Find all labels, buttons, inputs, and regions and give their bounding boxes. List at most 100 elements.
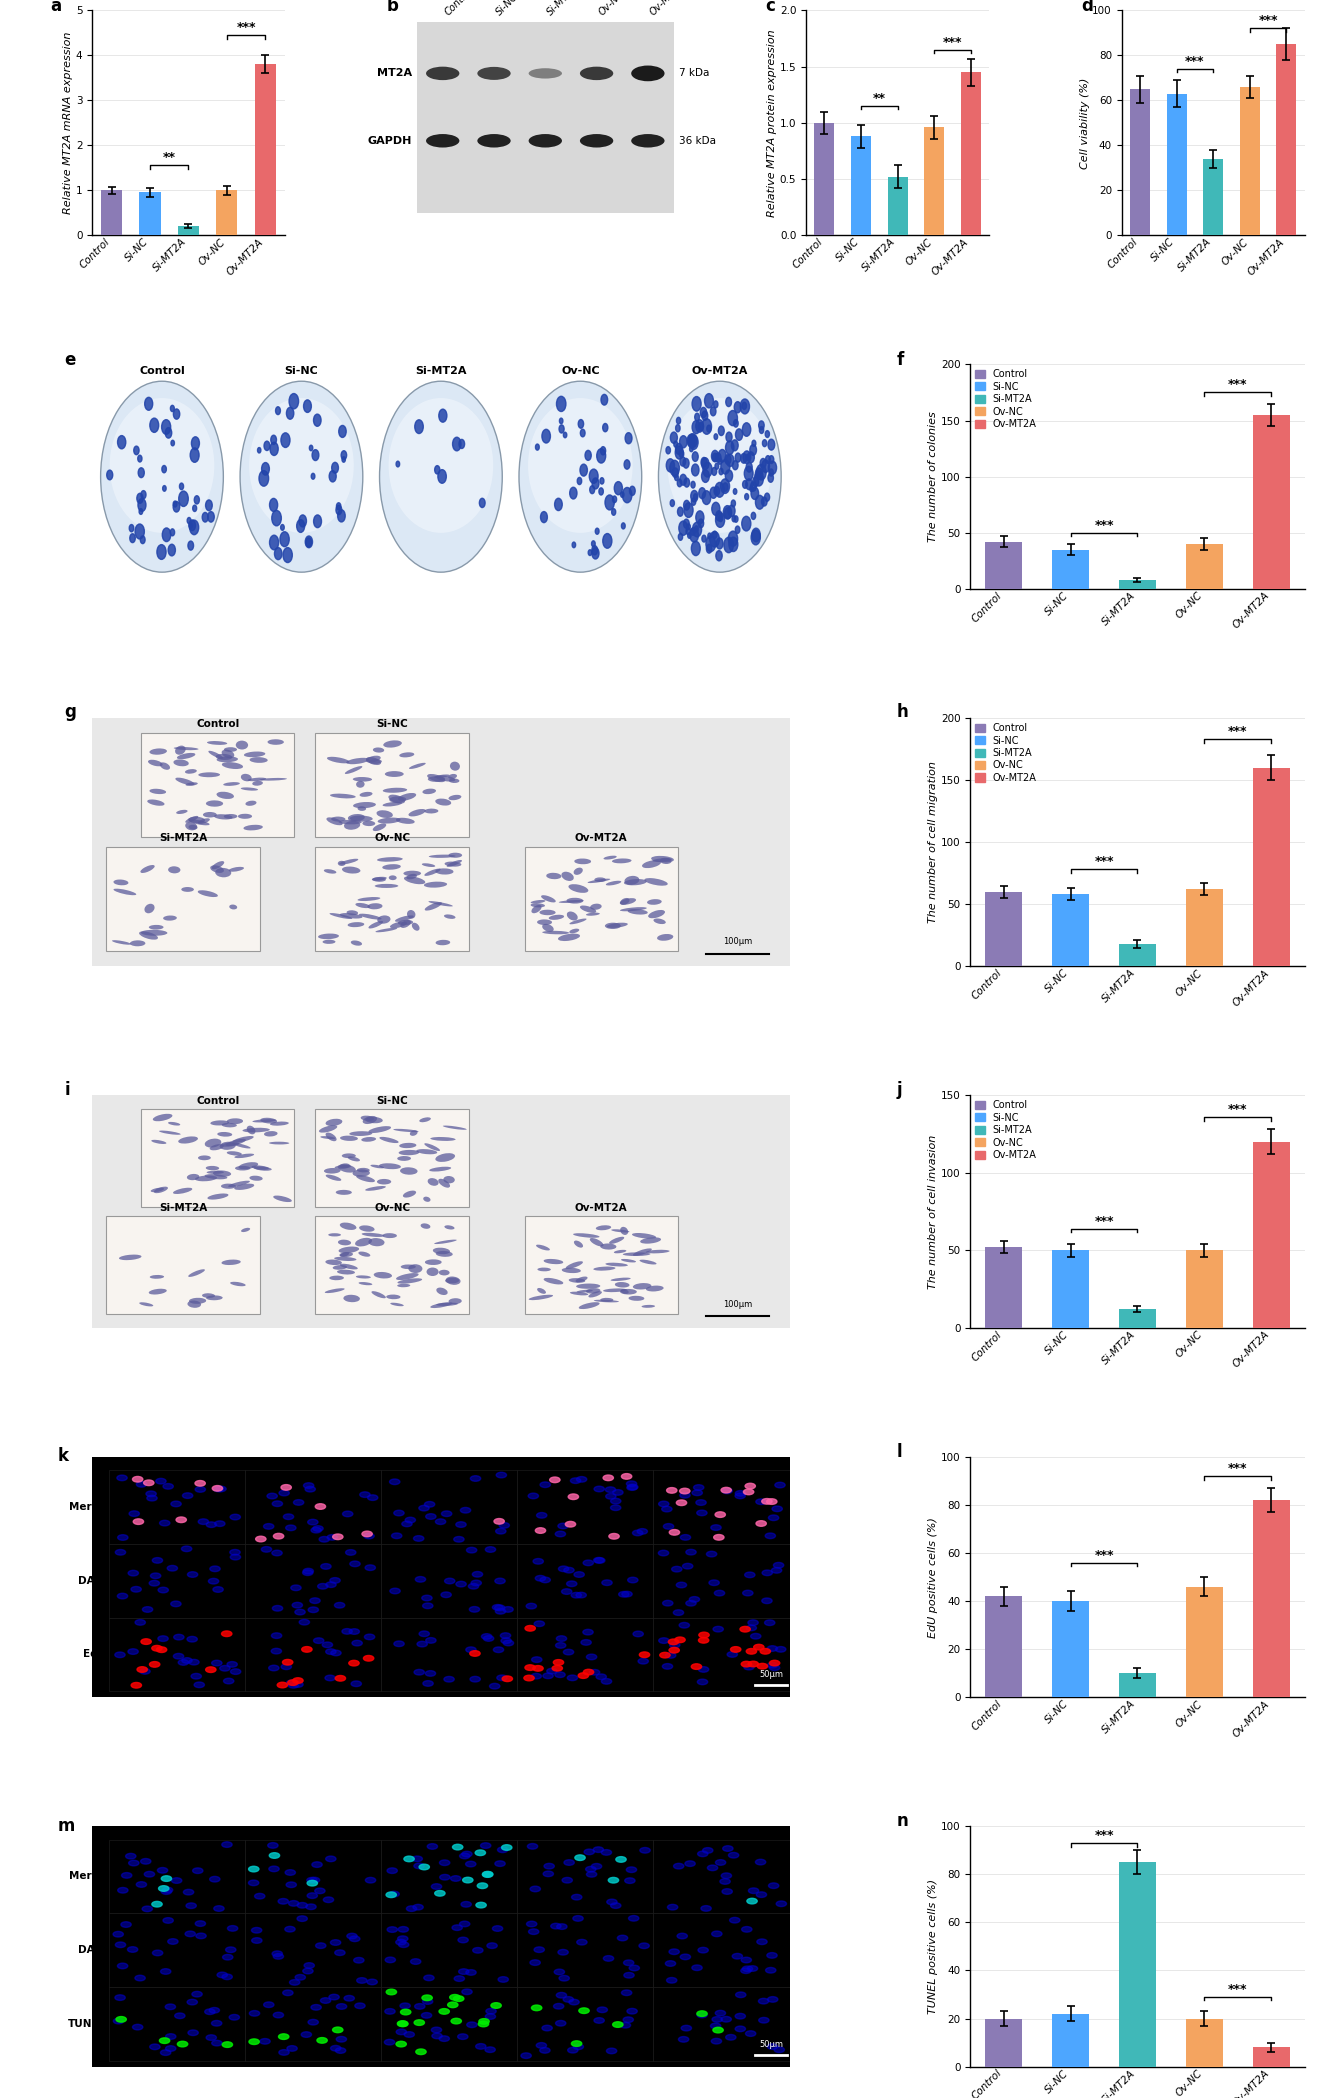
- Ellipse shape: [159, 1131, 181, 1135]
- Ellipse shape: [328, 1234, 341, 1236]
- Ellipse shape: [358, 1253, 370, 1257]
- Circle shape: [679, 520, 688, 535]
- Circle shape: [572, 2041, 581, 2046]
- Circle shape: [592, 541, 596, 548]
- Circle shape: [490, 2004, 501, 2008]
- Circle shape: [385, 1957, 395, 1962]
- Circle shape: [743, 1490, 754, 1494]
- Circle shape: [675, 1636, 685, 1643]
- Bar: [315, 1217, 469, 1313]
- Ellipse shape: [380, 1137, 398, 1143]
- Circle shape: [500, 1523, 510, 1527]
- Circle shape: [472, 1571, 482, 1578]
- Circle shape: [673, 1609, 684, 1615]
- Circle shape: [349, 1561, 360, 1567]
- Circle shape: [692, 522, 701, 537]
- Circle shape: [735, 1991, 746, 1997]
- Circle shape: [741, 1968, 751, 1974]
- Circle shape: [680, 1487, 689, 1494]
- Circle shape: [194, 1683, 204, 1687]
- Circle shape: [398, 2020, 409, 2027]
- Ellipse shape: [352, 1169, 370, 1177]
- Circle shape: [130, 1586, 141, 1592]
- Ellipse shape: [357, 1169, 370, 1173]
- Text: ***: ***: [1185, 55, 1205, 67]
- Ellipse shape: [569, 919, 587, 925]
- Circle shape: [140, 1668, 150, 1674]
- Circle shape: [627, 1485, 637, 1490]
- Ellipse shape: [378, 818, 401, 825]
- Circle shape: [402, 1521, 413, 1527]
- Circle shape: [601, 447, 606, 455]
- Circle shape: [542, 2025, 552, 2031]
- Circle shape: [455, 1976, 464, 1981]
- Circle shape: [742, 424, 751, 436]
- Circle shape: [757, 1521, 766, 1527]
- Y-axis label: The number of cell migration: The number of cell migration: [928, 762, 938, 923]
- Circle shape: [739, 1626, 750, 1632]
- Y-axis label: The number of cell invasion: The number of cell invasion: [928, 1135, 938, 1288]
- Circle shape: [666, 447, 671, 453]
- Circle shape: [629, 1966, 639, 1970]
- Ellipse shape: [369, 921, 384, 929]
- Ellipse shape: [604, 856, 617, 860]
- Circle shape: [264, 441, 270, 451]
- Text: Si-MT2A: Si-MT2A: [546, 0, 580, 17]
- Ellipse shape: [356, 1276, 370, 1278]
- Circle shape: [410, 1960, 420, 1964]
- Circle shape: [675, 447, 683, 459]
- Circle shape: [601, 1678, 612, 1685]
- Circle shape: [414, 1863, 424, 1869]
- Bar: [986, 892, 1023, 967]
- Ellipse shape: [631, 65, 664, 82]
- Circle shape: [592, 545, 597, 554]
- Circle shape: [289, 394, 299, 409]
- Ellipse shape: [426, 67, 460, 80]
- Circle shape: [496, 1609, 506, 1613]
- Circle shape: [630, 487, 635, 495]
- Ellipse shape: [648, 911, 666, 919]
- Circle shape: [580, 464, 588, 476]
- Circle shape: [742, 1590, 753, 1597]
- Circle shape: [697, 1850, 708, 1857]
- Ellipse shape: [355, 1238, 372, 1246]
- Ellipse shape: [253, 1118, 277, 1122]
- Ellipse shape: [249, 757, 268, 764]
- Circle shape: [670, 459, 679, 476]
- Circle shape: [766, 1968, 776, 1972]
- Circle shape: [767, 2043, 778, 2050]
- Ellipse shape: [206, 1166, 219, 1171]
- Text: 7 kDa: 7 kDa: [679, 69, 709, 78]
- Ellipse shape: [403, 877, 426, 883]
- Ellipse shape: [149, 925, 163, 929]
- Ellipse shape: [149, 789, 166, 795]
- Circle shape: [712, 501, 720, 516]
- Circle shape: [688, 434, 697, 447]
- Circle shape: [149, 1580, 159, 1586]
- Ellipse shape: [610, 1278, 631, 1282]
- Ellipse shape: [633, 1248, 652, 1257]
- Legend: Control, Si-NC, Si-MT2A, Ov-NC, Ov-MT2A: Control, Si-NC, Si-MT2A, Ov-NC, Ov-MT2A: [971, 1097, 1040, 1164]
- Circle shape: [659, 1502, 670, 1506]
- Ellipse shape: [326, 1259, 341, 1265]
- Circle shape: [742, 480, 747, 489]
- Ellipse shape: [215, 869, 231, 877]
- Ellipse shape: [206, 1294, 223, 1301]
- Circle shape: [536, 1513, 547, 1519]
- Text: ***: ***: [1228, 726, 1248, 738]
- Circle shape: [254, 1892, 265, 1899]
- Ellipse shape: [538, 1267, 551, 1271]
- Ellipse shape: [606, 923, 627, 927]
- Circle shape: [413, 1905, 423, 1909]
- Bar: [887, 176, 908, 235]
- Circle shape: [702, 462, 712, 476]
- Circle shape: [609, 1534, 619, 1540]
- Circle shape: [697, 1511, 706, 1515]
- Circle shape: [702, 420, 712, 434]
- Circle shape: [742, 403, 746, 409]
- Circle shape: [307, 1880, 318, 1886]
- Circle shape: [535, 1527, 546, 1534]
- Circle shape: [191, 436, 199, 449]
- Text: b: b: [386, 0, 398, 15]
- Circle shape: [716, 1859, 726, 1865]
